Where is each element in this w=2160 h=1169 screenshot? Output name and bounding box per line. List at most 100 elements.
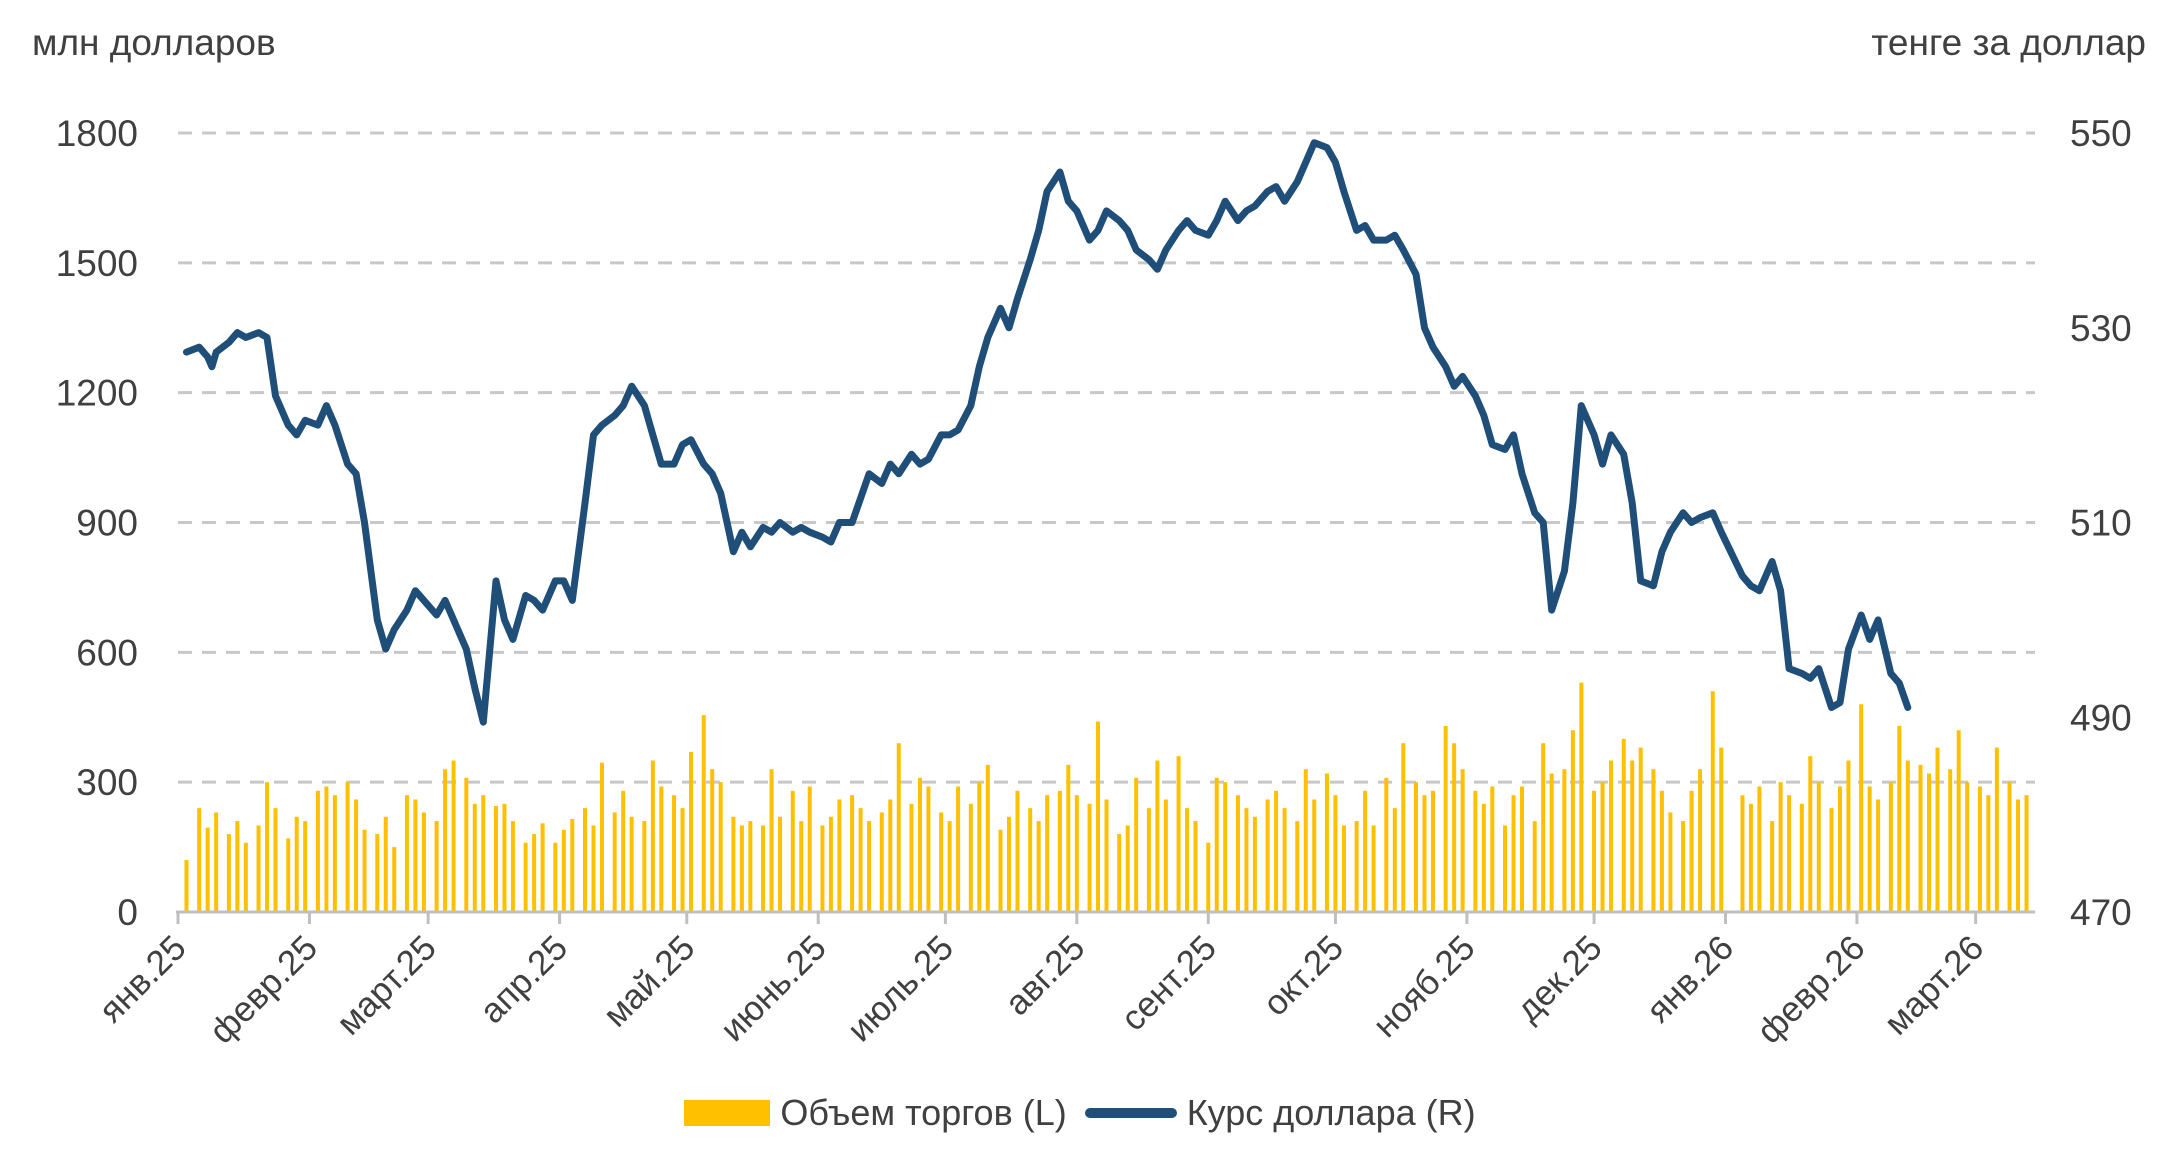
left-tick-label: 1800 bbox=[56, 113, 138, 154]
volume-bar bbox=[1074, 795, 1079, 912]
volume-bar bbox=[591, 825, 596, 912]
volume-bar bbox=[1719, 747, 1724, 912]
right-tick-label: 490 bbox=[2070, 697, 2132, 738]
volume-bar bbox=[1392, 808, 1397, 912]
volume-bar bbox=[778, 816, 783, 912]
volume-bar bbox=[1638, 747, 1643, 912]
volume-bar bbox=[621, 790, 626, 912]
gridlines bbox=[178, 131, 2035, 784]
volume-bar bbox=[769, 769, 774, 912]
x-tick-label: май.25 bbox=[596, 928, 703, 1035]
right-axis-tick-labels: 470 490 510 530 550 bbox=[2070, 113, 2132, 933]
left-axis-tick-labels: 0 300 600 900 1200 1500 1800 bbox=[56, 113, 138, 933]
volume-bar bbox=[1592, 790, 1597, 912]
volume-bar bbox=[1265, 799, 1270, 912]
line-series-rate bbox=[183, 139, 1912, 726]
volume-bar bbox=[1066, 764, 1071, 912]
volume-bar bbox=[1155, 760, 1160, 912]
volume-bar bbox=[315, 790, 320, 912]
volume-bar bbox=[345, 782, 350, 912]
left-tick-label: 900 bbox=[76, 503, 138, 544]
volume-bar bbox=[324, 786, 329, 912]
volume-bar bbox=[1087, 803, 1092, 912]
volume-bar bbox=[214, 812, 219, 912]
volume-bar bbox=[1986, 795, 1991, 912]
legend: Объем торгов (L) Курс доллара (R) bbox=[0, 1092, 2160, 1134]
volume-bar bbox=[1028, 808, 1033, 912]
volume-bar bbox=[294, 816, 299, 912]
volume-bar bbox=[1244, 808, 1249, 912]
volume-bar bbox=[354, 799, 359, 912]
volume-bar bbox=[303, 821, 308, 912]
volume-bar bbox=[1689, 790, 1694, 912]
volume-bar bbox=[977, 782, 982, 912]
volume-bar bbox=[1994, 747, 1999, 912]
volume-bar bbox=[532, 834, 537, 912]
volume-bar bbox=[947, 821, 952, 912]
volume-bar bbox=[1443, 725, 1448, 912]
volume-bar bbox=[553, 842, 558, 912]
volume-bar bbox=[1460, 769, 1465, 912]
volume-bar bbox=[464, 777, 469, 912]
volume-bar bbox=[583, 808, 588, 912]
volume-bar bbox=[1117, 834, 1122, 912]
volume-bar bbox=[1935, 747, 1940, 912]
volume-bar bbox=[1829, 808, 1834, 912]
volume-bar bbox=[1651, 769, 1656, 912]
volume-bar bbox=[2007, 782, 2012, 912]
volume-bar bbox=[1621, 738, 1626, 912]
volume-bar bbox=[1888, 782, 1893, 912]
legend-swatch-bar bbox=[684, 1100, 771, 1126]
volume-bar bbox=[570, 818, 575, 912]
volume-bar bbox=[939, 812, 944, 912]
legend-item-volume: Объем торгов (L) bbox=[684, 1092, 1067, 1134]
axes bbox=[176, 910, 2035, 924]
volume-bar bbox=[413, 799, 418, 912]
x-tick-label: март.26 bbox=[1877, 928, 1992, 1043]
volume-bar bbox=[1036, 821, 1041, 912]
legend-label-rate: Курс доллара (R) bbox=[1186, 1092, 1476, 1133]
x-tick-label: апр.25 bbox=[472, 928, 575, 1031]
left-tick-label: 300 bbox=[76, 762, 138, 803]
volume-bar bbox=[1740, 795, 1745, 912]
volume-bar bbox=[1282, 808, 1287, 912]
volume-bar bbox=[1816, 782, 1821, 912]
volume-bar bbox=[1778, 782, 1783, 912]
volume-bar bbox=[1710, 691, 1715, 912]
legend-label-volume: Объем торгов (L) bbox=[780, 1092, 1067, 1133]
volume-bar bbox=[909, 803, 914, 912]
volume-bar bbox=[612, 812, 617, 912]
volume-bar bbox=[1223, 782, 1228, 912]
rate-line bbox=[183, 139, 1912, 726]
volume-bar bbox=[799, 821, 804, 912]
left-tick-label: 1500 bbox=[56, 243, 138, 284]
volume-bar bbox=[2024, 795, 2029, 912]
volume-bar bbox=[510, 821, 515, 912]
volume-bar bbox=[1948, 769, 1953, 912]
volume-bar bbox=[561, 829, 566, 912]
volume-bar bbox=[493, 805, 498, 912]
volume-bar bbox=[392, 847, 397, 912]
volume-bar bbox=[672, 795, 677, 912]
volume-bar bbox=[680, 808, 685, 912]
volume-bar bbox=[235, 821, 240, 912]
volume-bar bbox=[1668, 812, 1673, 912]
volume-bar bbox=[1490, 786, 1495, 912]
volume-bar bbox=[1905, 760, 1910, 912]
volume-bar bbox=[1600, 782, 1605, 912]
volume-bar bbox=[956, 786, 961, 912]
x-tick-label: февр.26 bbox=[1750, 928, 1873, 1051]
volume-bar bbox=[472, 803, 477, 912]
volume-bar bbox=[1511, 795, 1516, 912]
volume-bar bbox=[502, 803, 507, 912]
volume-bar bbox=[265, 782, 270, 912]
right-tick-label: 530 bbox=[2070, 308, 2132, 349]
x-axis-tick-labels: янв.25 февр.25 март.25 апр.25 май.25 июнь.25 и… bbox=[91, 928, 1991, 1051]
volume-bar bbox=[362, 829, 367, 912]
volume-bar bbox=[1532, 821, 1537, 912]
volume-bar bbox=[858, 808, 863, 912]
volume-bar bbox=[443, 769, 448, 912]
volume-bar bbox=[286, 838, 291, 912]
volume-bar bbox=[1303, 769, 1308, 912]
volume-bar bbox=[820, 825, 825, 912]
